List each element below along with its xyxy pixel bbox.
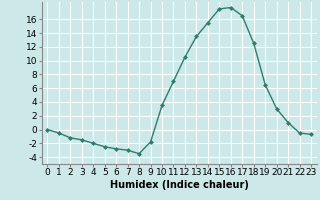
X-axis label: Humidex (Indice chaleur): Humidex (Indice chaleur) — [110, 180, 249, 190]
